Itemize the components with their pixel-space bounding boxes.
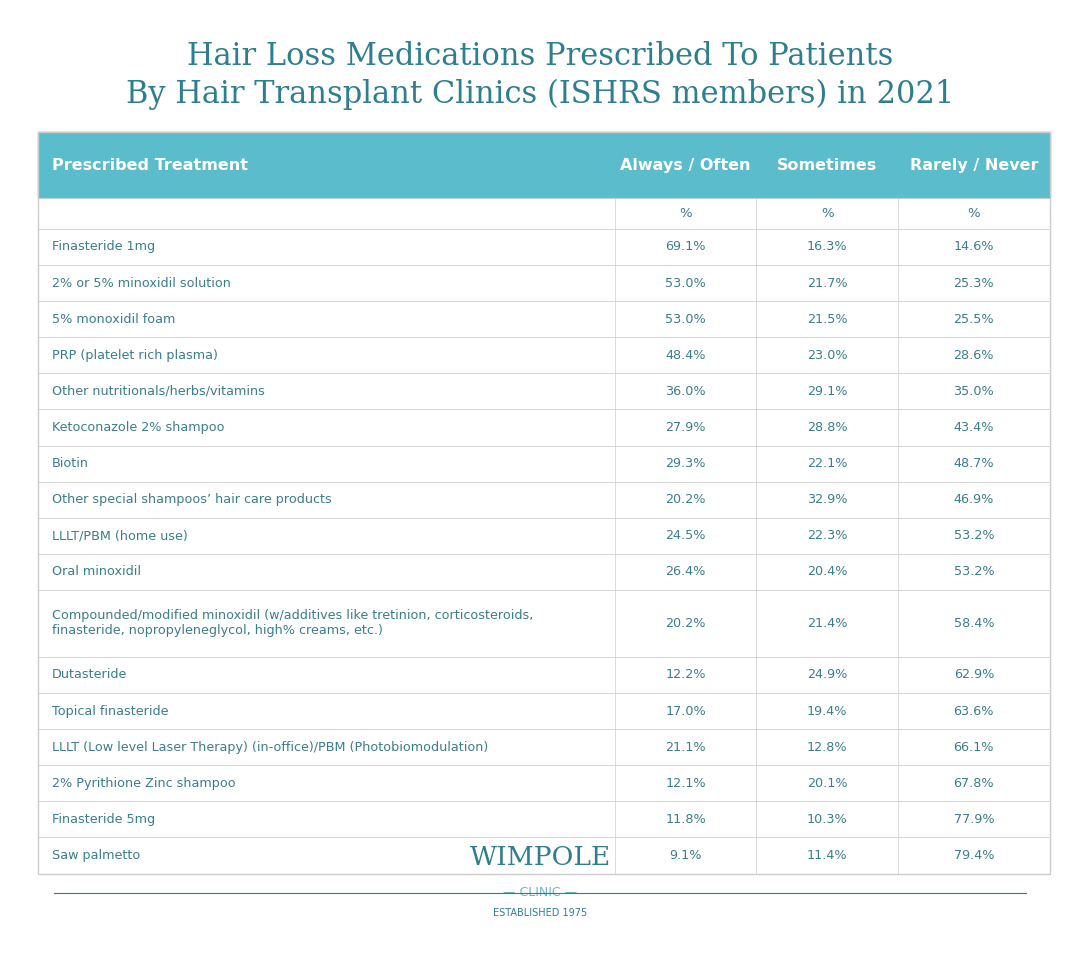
- Text: Biotin: Biotin: [52, 457, 89, 470]
- Text: 27.9%: 27.9%: [665, 421, 705, 434]
- Text: 77.9%: 77.9%: [954, 813, 995, 826]
- Text: Rarely / Never: Rarely / Never: [909, 157, 1038, 173]
- Text: Sometimes: Sometimes: [777, 157, 877, 173]
- Text: 48.7%: 48.7%: [954, 457, 995, 470]
- Text: 48.4%: 48.4%: [665, 348, 705, 362]
- Text: Always / Often: Always / Often: [620, 157, 751, 173]
- Text: 66.1%: 66.1%: [954, 741, 994, 754]
- Text: 67.8%: 67.8%: [954, 777, 995, 790]
- Text: LLLT (Low level Laser Therapy) (in-office)/PBM (Photobiomodulation): LLLT (Low level Laser Therapy) (in-offic…: [52, 741, 488, 754]
- Text: Finasteride 5mg: Finasteride 5mg: [52, 813, 154, 826]
- Text: 2% or 5% minoxidil solution: 2% or 5% minoxidil solution: [52, 276, 231, 290]
- Text: 21.4%: 21.4%: [807, 617, 848, 630]
- Text: Compounded/modified minoxidil (w/additives like tretinion, corticosteroids,
fina: Compounded/modified minoxidil (w/additiv…: [52, 610, 534, 637]
- Text: Prescribed Treatment: Prescribed Treatment: [52, 157, 247, 173]
- Text: 5% monoxidil foam: 5% monoxidil foam: [52, 313, 175, 325]
- Text: 35.0%: 35.0%: [954, 385, 995, 397]
- Text: 32.9%: 32.9%: [807, 493, 848, 506]
- Text: %: %: [679, 206, 692, 220]
- Text: Dutasteride: Dutasteride: [52, 668, 127, 682]
- Text: 20.1%: 20.1%: [807, 777, 848, 790]
- Text: Hair Loss Medications Prescribed To Patients: Hair Loss Medications Prescribed To Pati…: [187, 41, 893, 72]
- Text: 46.9%: 46.9%: [954, 493, 994, 506]
- Text: 69.1%: 69.1%: [665, 240, 705, 253]
- Text: 23.0%: 23.0%: [807, 348, 848, 362]
- Text: 24.9%: 24.9%: [807, 668, 848, 682]
- Text: 53.2%: 53.2%: [954, 529, 995, 542]
- Text: 36.0%: 36.0%: [665, 385, 705, 397]
- Text: 16.3%: 16.3%: [807, 240, 848, 253]
- Text: 21.7%: 21.7%: [807, 276, 848, 290]
- Text: Oral minoxidil: Oral minoxidil: [52, 565, 140, 579]
- Text: 58.4%: 58.4%: [954, 617, 995, 630]
- Text: 14.6%: 14.6%: [954, 240, 994, 253]
- Text: ESTABLISHED 1975: ESTABLISHED 1975: [492, 908, 588, 918]
- Text: 17.0%: 17.0%: [665, 705, 706, 717]
- Text: Other special shampoos’ hair care products: Other special shampoos’ hair care produc…: [52, 493, 332, 506]
- Text: Topical finasteride: Topical finasteride: [52, 705, 168, 717]
- Text: %: %: [968, 206, 981, 220]
- Text: 53.0%: 53.0%: [665, 276, 706, 290]
- Text: 10.3%: 10.3%: [807, 813, 848, 826]
- Text: 79.4%: 79.4%: [954, 849, 994, 862]
- Text: Saw palmetto: Saw palmetto: [52, 849, 140, 862]
- Text: 2% Pyrithione Zinc shampoo: 2% Pyrithione Zinc shampoo: [52, 777, 235, 790]
- Text: 12.2%: 12.2%: [665, 668, 705, 682]
- Text: 22.1%: 22.1%: [807, 457, 848, 470]
- Text: 20.2%: 20.2%: [665, 617, 705, 630]
- Text: 53.2%: 53.2%: [954, 565, 995, 579]
- Text: 20.2%: 20.2%: [665, 493, 705, 506]
- Text: Ketoconazole 2% shampoo: Ketoconazole 2% shampoo: [52, 421, 225, 434]
- Text: 12.1%: 12.1%: [665, 777, 705, 790]
- Text: 19.4%: 19.4%: [807, 705, 848, 717]
- Text: Finasteride 1mg: Finasteride 1mg: [52, 240, 154, 253]
- Text: LLLT/PBM (home use): LLLT/PBM (home use): [52, 529, 188, 542]
- Text: — CLINIC —: — CLINIC —: [503, 886, 577, 900]
- Text: 11.8%: 11.8%: [665, 813, 706, 826]
- Text: 62.9%: 62.9%: [954, 668, 994, 682]
- Text: 24.5%: 24.5%: [665, 529, 705, 542]
- Text: 63.6%: 63.6%: [954, 705, 994, 717]
- Text: 25.3%: 25.3%: [954, 276, 995, 290]
- Text: 28.6%: 28.6%: [954, 348, 994, 362]
- Text: 21.5%: 21.5%: [807, 313, 848, 325]
- Text: 43.4%: 43.4%: [954, 421, 994, 434]
- Text: 28.8%: 28.8%: [807, 421, 848, 434]
- Text: 20.4%: 20.4%: [807, 565, 848, 579]
- Text: 11.4%: 11.4%: [807, 849, 848, 862]
- Text: %: %: [821, 206, 834, 220]
- Text: 9.1%: 9.1%: [670, 849, 702, 862]
- Text: 53.0%: 53.0%: [665, 313, 706, 325]
- Text: By Hair Transplant Clinics (ISHRS members) in 2021: By Hair Transplant Clinics (ISHRS member…: [125, 79, 955, 110]
- Text: 12.8%: 12.8%: [807, 741, 848, 754]
- Text: 25.5%: 25.5%: [954, 313, 995, 325]
- Text: Other nutritionals/herbs/vitamins: Other nutritionals/herbs/vitamins: [52, 385, 265, 397]
- Text: WIMPOLE: WIMPOLE: [470, 845, 610, 870]
- Text: 26.4%: 26.4%: [665, 565, 705, 579]
- Text: 21.1%: 21.1%: [665, 741, 705, 754]
- Text: 29.1%: 29.1%: [807, 385, 848, 397]
- Text: 22.3%: 22.3%: [807, 529, 848, 542]
- Text: 29.3%: 29.3%: [665, 457, 705, 470]
- Text: PRP (platelet rich plasma): PRP (platelet rich plasma): [52, 348, 218, 362]
